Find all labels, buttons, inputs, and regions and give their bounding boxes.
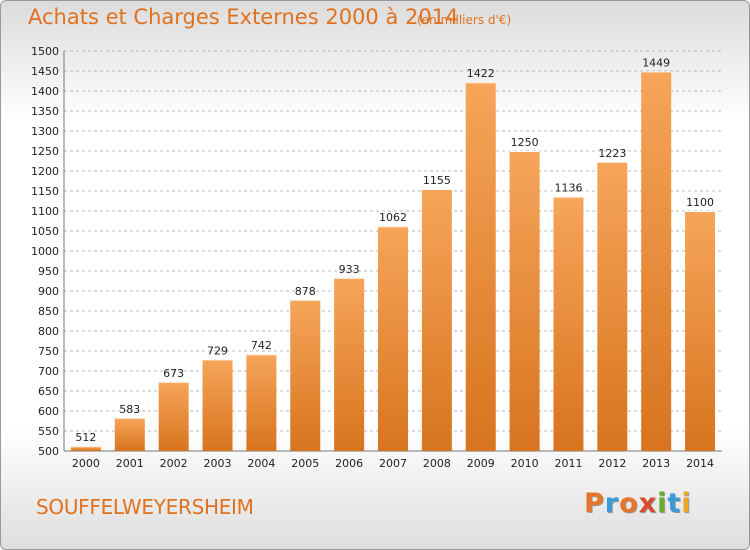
y-tick-label: 1100: [31, 205, 59, 218]
x-tick-label: 2011: [554, 457, 582, 470]
bar: [246, 354, 277, 451]
bar: [553, 196, 584, 451]
logo-letter: x: [638, 488, 658, 519]
y-tick-label: 1150: [31, 185, 59, 198]
bar: [202, 359, 233, 451]
x-tick-label: 2007: [379, 457, 407, 470]
y-tick-label: 1200: [31, 165, 59, 178]
bar: [597, 161, 628, 452]
data-label: 1449: [642, 56, 670, 69]
y-tick-label: 950: [38, 265, 59, 278]
data-label: 933: [339, 263, 360, 276]
y-tick-label: 1300: [31, 125, 59, 138]
y-tick-label: 1500: [31, 45, 59, 58]
x-tick-label: 2003: [204, 457, 232, 470]
x-tick-label: 2000: [72, 457, 100, 470]
x-tick-label: 2002: [160, 457, 188, 470]
logo-letter: i: [657, 488, 668, 519]
data-label: 1136: [554, 182, 582, 195]
data-label: 1422: [467, 67, 495, 80]
bar: [685, 211, 716, 451]
x-tick-label: 2013: [642, 457, 670, 470]
y-tick-label: 750: [38, 345, 59, 358]
proxiti-logo: Proxiti: [584, 488, 692, 519]
bar: [421, 189, 452, 451]
x-tick-label: 2008: [423, 457, 451, 470]
y-tick-label: 800: [38, 325, 59, 338]
y-tick-label: 900: [38, 285, 59, 298]
x-tick-label: 2006: [335, 457, 363, 470]
y-tick-label: 1000: [31, 245, 59, 258]
chart-title: Achats et Charges Externes 2000 à 2014: [28, 5, 459, 29]
y-tick-label: 1050: [31, 225, 59, 238]
y-tick-label: 1450: [31, 65, 59, 78]
bar: [70, 446, 101, 451]
x-tick-label: 2014: [686, 457, 714, 470]
data-label: 1100: [686, 196, 714, 209]
bar: [378, 226, 408, 451]
logo-letter: o: [619, 488, 639, 519]
y-tick-label: 550: [38, 425, 59, 438]
x-tick-label: 2009: [467, 457, 495, 470]
data-label: 673: [163, 367, 184, 380]
x-tick-label: 2001: [116, 457, 144, 470]
y-tick-label: 1400: [31, 85, 59, 98]
data-label: 729: [207, 344, 228, 357]
commune-name: SOUFFELWEYERSHEIM: [36, 495, 254, 519]
y-tick-label: 500: [38, 445, 59, 458]
x-tick-label: 2012: [598, 457, 626, 470]
y-tick-label: 850: [38, 305, 59, 318]
y-tick-label: 700: [38, 365, 59, 378]
data-label: 878: [295, 285, 316, 298]
x-tick-label: 2004: [247, 457, 275, 470]
chart-subtitle: (en milliers d'€): [417, 13, 512, 27]
y-tick-label: 650: [38, 385, 59, 398]
data-label: 742: [251, 339, 272, 352]
logo-letter: r: [604, 488, 620, 519]
bar: [158, 381, 189, 451]
x-tick-label: 2005: [291, 457, 319, 470]
logo-letter: i: [681, 488, 692, 519]
x-tick-label: 2010: [511, 457, 539, 470]
data-label: 1155: [423, 174, 451, 187]
data-label: 1223: [598, 147, 626, 160]
data-label: 583: [119, 403, 140, 416]
bar: [290, 299, 321, 451]
y-tick-label: 1350: [31, 105, 59, 118]
bar: [334, 277, 365, 451]
y-tick-label: 600: [38, 405, 59, 418]
y-tick-label: 1250: [31, 145, 59, 158]
data-label: 512: [75, 431, 96, 444]
logo-letter: t: [667, 488, 682, 519]
data-label: 1250: [511, 136, 539, 149]
bar: [114, 417, 145, 451]
bar: [509, 151, 540, 451]
data-label: 1062: [379, 211, 407, 224]
bar: [641, 71, 672, 452]
bar: [465, 82, 496, 451]
logo-letter: P: [584, 488, 605, 519]
